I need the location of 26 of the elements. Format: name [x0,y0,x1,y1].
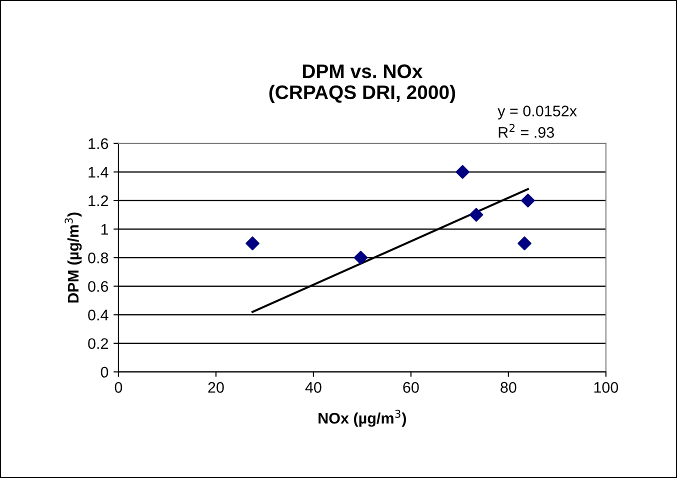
x-axis-title: NOx (µg/m$^{3}$) [318,410,406,427]
x-tick-label: 60 [403,382,419,393]
y-tick-label: 0.4 [88,310,108,320]
x-tick-label: 100 [594,382,618,393]
point [354,250,368,265]
text: R$^{2}$ = .93 [498,124,554,138]
y-tick-label: 1 [101,224,108,235]
y-tick-label: 1.4 [88,166,108,178]
y-tick-label: 0.2 [88,338,108,350]
y-tick-label: 0.8 [88,252,108,264]
point [456,165,470,179]
y-tick-label: 0.6 [88,281,108,292]
point [518,236,532,250]
point [469,208,484,222]
x-tick-label: 80 [500,382,516,393]
x-tick-label: 0 [114,382,122,393]
text: y = 0.0152x [498,106,577,120]
x-tick-label: 20 [208,382,224,393]
y-tick-label: 0 [100,366,108,378]
y-axis-title: DPM (µg/m$^{3}$) [64,212,82,303]
y-tick-label: 1.6 [88,138,108,150]
point [521,194,535,208]
chart-title: DPM vs. NOx (CRPAQS DRI, 2000) [269,64,456,103]
point [246,236,260,250]
x-tick-label: 40 [305,382,322,393]
y-tick-label: 1.2 [88,195,108,206]
